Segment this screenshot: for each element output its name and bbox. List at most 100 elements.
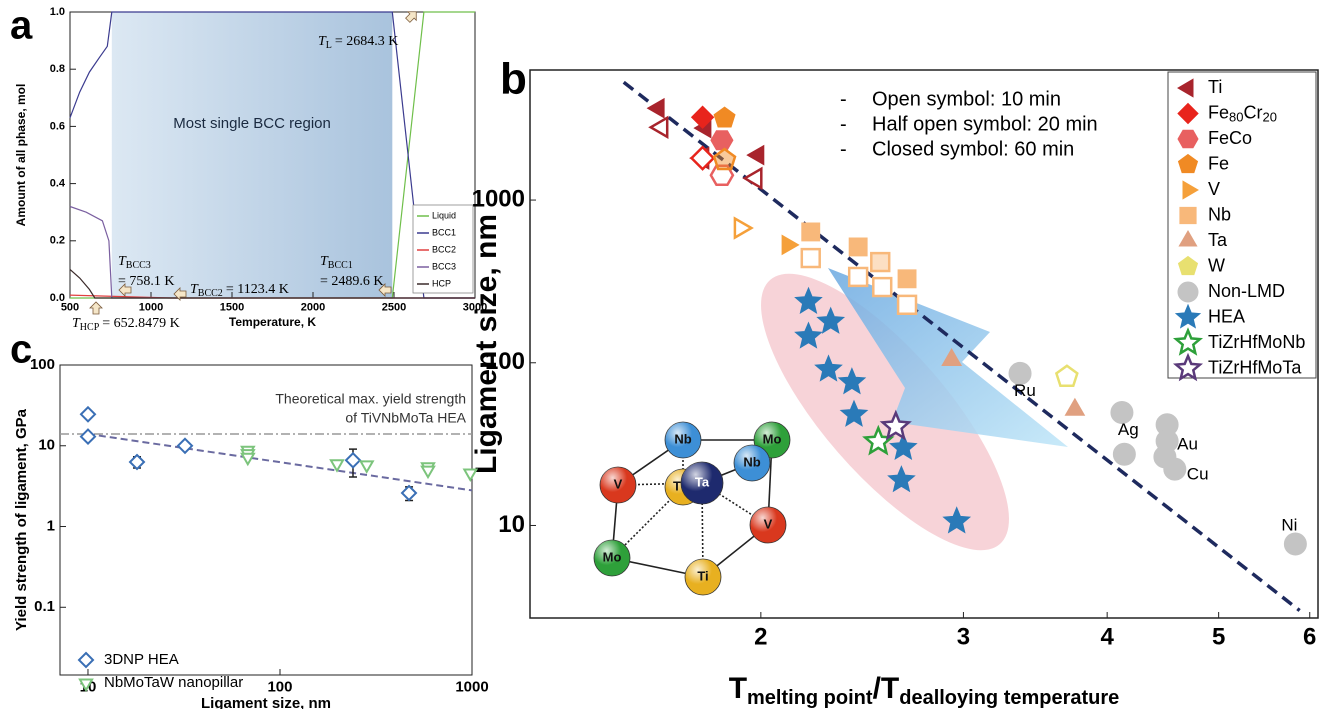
data-point	[1163, 457, 1187, 481]
legend-marker	[1177, 255, 1199, 276]
x-tick-label: 1000	[455, 679, 488, 696]
y-axis-label: Ligament size, nm	[470, 214, 503, 474]
atom-label: Ti	[697, 568, 708, 583]
x-tick-label: 4	[1100, 624, 1114, 651]
annotation-text: = 652.8479 K	[102, 316, 180, 331]
legend-marker	[78, 678, 94, 692]
atom-label: Nb	[743, 454, 760, 469]
annotation-symbol: T	[320, 254, 329, 269]
panel-label: c	[10, 328, 32, 372]
y-tick-label: 10	[498, 511, 525, 538]
legend-marker	[1177, 153, 1199, 174]
data-point	[713, 106, 736, 128]
data-point	[1008, 362, 1032, 385]
annotation-sub: BCC2	[198, 288, 223, 299]
x-tick-label: 3	[957, 624, 970, 651]
data-point	[897, 269, 917, 289]
legend-label: Liquid	[432, 210, 456, 220]
x-axis-label: Temperature, K	[229, 315, 316, 329]
data-point	[733, 216, 754, 240]
y-tick-label: 0.4	[50, 178, 66, 190]
legend-box	[412, 204, 474, 294]
note-text: Open symbol: 10 min	[872, 88, 1061, 110]
plot-frame	[59, 364, 473, 676]
fit-line	[87, 432, 473, 492]
legend-marker	[1177, 78, 1194, 98]
data-point	[941, 348, 963, 366]
y-tick-label: 0.0	[50, 292, 65, 304]
y-tick-label: 100	[485, 348, 525, 375]
data-point	[879, 409, 912, 441]
point-label: Au	[1177, 435, 1198, 454]
data-point	[848, 237, 868, 257]
panel-label: b	[500, 55, 527, 104]
x-tick-label: 100	[267, 679, 292, 696]
legend-box	[1167, 71, 1317, 379]
legend-label: V	[1208, 179, 1220, 199]
data-point	[1064, 397, 1086, 416]
annotation-text: = 1123.4 K	[226, 282, 289, 297]
y-tick-label: 1000	[472, 185, 525, 212]
annotation-arrow	[173, 287, 187, 301]
region-label: Most single BCC region	[173, 115, 331, 132]
y-tick-label: 0.2	[50, 235, 65, 247]
data-point	[709, 164, 735, 187]
atom-label: Nb	[674, 431, 691, 446]
legend-label: TiZrHfMoNb	[1208, 332, 1305, 352]
y-axis-label: Yield strength of ligament, GPa	[13, 408, 30, 631]
annotation-arrow	[378, 283, 392, 297]
data-point	[329, 459, 345, 473]
point-label: Ru	[1014, 381, 1036, 400]
data-point	[887, 465, 916, 493]
annotation-symbol: T	[318, 34, 327, 49]
annotation: TBCC1 = 2489.6 K	[320, 254, 384, 289]
hea-region	[761, 273, 1009, 551]
legend-label: W	[1208, 255, 1225, 275]
data-point	[689, 145, 716, 171]
y-tick-label: 1	[47, 517, 55, 534]
y-tick-label: 10	[38, 437, 55, 454]
data-point	[1112, 442, 1136, 466]
x-tick-label: 2000	[301, 301, 325, 313]
data-point	[889, 432, 918, 461]
x-tick-label: 2	[754, 624, 767, 651]
legend-label: Nb	[1208, 204, 1231, 224]
atom-label: T	[673, 478, 681, 493]
data-point	[1110, 401, 1134, 424]
data-point	[690, 105, 715, 129]
panel: a Most single BCC region 500 1000 1500 2000 25…	[10, 4, 487, 334]
data-point	[870, 251, 891, 273]
shaded-region	[111, 12, 393, 298]
annotation-arrow	[118, 283, 132, 297]
fit-line	[622, 80, 1301, 612]
reference-label: of TiVNbMoTa HEA	[345, 410, 466, 426]
data-point	[942, 506, 972, 534]
legend-marker	[1177, 281, 1199, 303]
data-point	[400, 484, 418, 502]
annotation-sub: L	[326, 40, 332, 51]
x-axis-label: Tmelting point/Tdealloying temperature	[729, 672, 1120, 709]
data-point	[801, 222, 821, 242]
legend-label: Fe	[1208, 153, 1229, 173]
legend-marker	[1172, 352, 1204, 382]
x-axis-label-main: /T	[873, 672, 900, 705]
annotation-arrow	[89, 301, 103, 315]
legend-label: HEA	[1208, 306, 1245, 326]
data-point	[800, 247, 821, 269]
note-bullet: -	[840, 138, 847, 160]
x-axis-label-main: T	[729, 672, 747, 705]
legend-marker	[1182, 180, 1199, 200]
legend-label: Non-LMD	[1208, 281, 1285, 301]
atom-shine	[685, 559, 721, 595]
atom-shine	[734, 445, 770, 481]
data-point	[814, 354, 843, 382]
data-point	[816, 306, 846, 334]
y-tick-label: 100	[30, 356, 55, 373]
panel: b 2 3 4 5 6 10 100 1000 Tmelting point/Tdealloyin…	[470, 55, 1319, 709]
data-point	[837, 367, 867, 395]
reference-label: Theoretical max. yield strength	[275, 391, 466, 407]
legend-label: BCC3	[432, 261, 456, 271]
data-point	[896, 294, 918, 316]
